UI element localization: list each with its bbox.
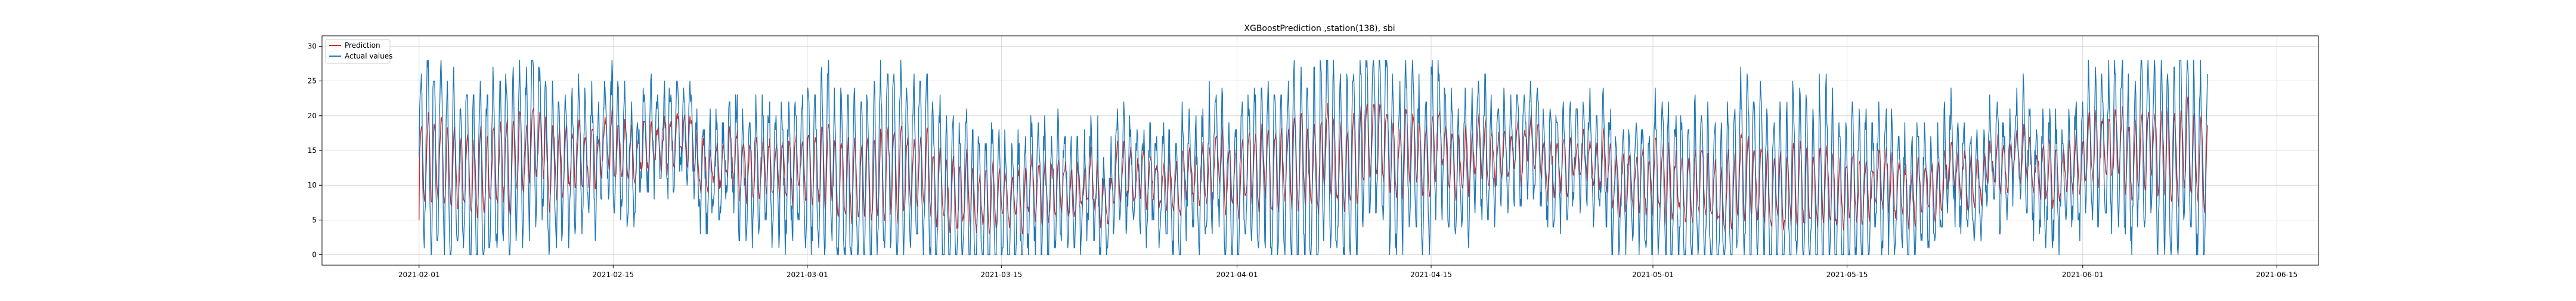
chart-title: XGBoostPrediction ,station(138), sbi xyxy=(1244,24,1395,33)
legend-box xyxy=(325,39,391,64)
x-tick-label: 2021-06-01 xyxy=(2062,271,2104,279)
y-tick-label: 0 xyxy=(312,251,317,259)
y-tick-label: 30 xyxy=(308,42,317,51)
x-tick-label: 2021-03-15 xyxy=(980,271,1022,279)
y-tick-label: 20 xyxy=(308,112,317,120)
x-tick-label: 2021-02-01 xyxy=(398,271,440,279)
y-tick-label: 5 xyxy=(312,216,317,224)
ticks: 2021-02-01 2021-02-15 2021-03-01 2021-03-15… xyxy=(308,42,2298,280)
x-tick-label: 2021-03-01 xyxy=(787,271,828,279)
series-layer xyxy=(419,60,2208,256)
x-tick-label: 2021-06-15 xyxy=(2256,271,2298,279)
legend-label-actual: Actual values xyxy=(345,52,392,60)
legend: Prediction Actual values xyxy=(325,39,392,64)
x-tick-label: 2021-04-01 xyxy=(1216,271,1258,279)
x-tick-label: 2021-02-15 xyxy=(592,271,634,279)
x-tick-label: 2021-04-15 xyxy=(1410,271,1452,279)
y-tick-label: 10 xyxy=(308,181,317,189)
y-tick-label: 25 xyxy=(308,77,317,85)
x-tick-label: 2021-05-15 xyxy=(1826,271,1868,279)
legend-label-prediction: Prediction xyxy=(345,41,380,50)
x-tick-label: 2021-05-01 xyxy=(1632,271,1674,279)
series-line-actual xyxy=(419,60,2208,256)
y-tick-label: 15 xyxy=(308,146,317,155)
